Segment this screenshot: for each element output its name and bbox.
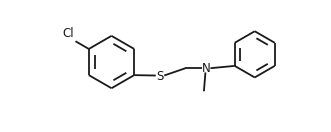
- Text: S: S: [156, 70, 164, 83]
- Text: Cl: Cl: [62, 27, 74, 41]
- Text: N: N: [202, 62, 211, 75]
